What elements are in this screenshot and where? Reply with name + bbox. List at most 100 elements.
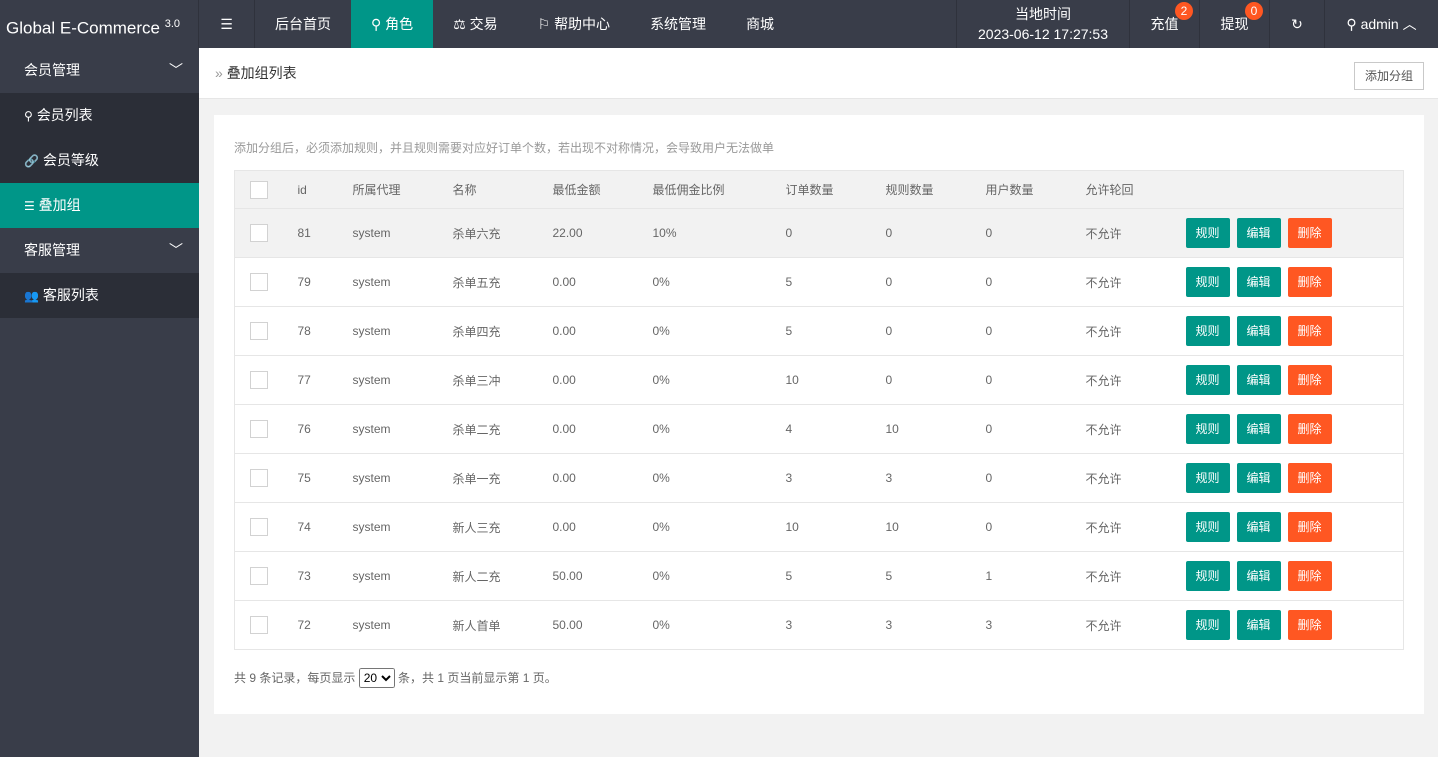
edit-button[interactable]: 编辑 bbox=[1236, 610, 1281, 640]
users-icon: 👥 bbox=[24, 289, 39, 303]
cell: 0% bbox=[652, 453, 786, 503]
cell: 不允许 bbox=[1085, 404, 1186, 454]
row-checkbox[interactable] bbox=[250, 469, 268, 487]
cell: 0.00 bbox=[552, 404, 653, 454]
row-checkbox[interactable] bbox=[250, 420, 268, 438]
list-icon: ☰ bbox=[24, 199, 35, 213]
row-checkbox[interactable] bbox=[250, 518, 268, 536]
rules-button[interactable]: 规则 bbox=[1185, 414, 1230, 444]
column-header: 所属代理 bbox=[352, 170, 453, 209]
cell: 77 bbox=[297, 355, 353, 405]
cell: 不允许 bbox=[1085, 306, 1186, 356]
cell: 75 bbox=[297, 453, 353, 503]
cell: 5 bbox=[785, 551, 886, 601]
cell: 不允许 bbox=[1085, 600, 1186, 650]
menu-toggle-icon[interactable]: ☰ bbox=[199, 0, 255, 48]
delete-button[interactable]: 删除 bbox=[1287, 267, 1332, 297]
column-header: 名称 bbox=[452, 170, 553, 209]
sidebar-item-0-1[interactable]: 🔗 会员等级 bbox=[24, 152, 99, 168]
sidebar-item-0-0[interactable]: ⚲ 会员列表 bbox=[24, 107, 93, 123]
cell: 81 bbox=[297, 208, 353, 258]
withdraw-button[interactable]: 提现 0 bbox=[1199, 0, 1269, 48]
table-row: 77 system 杀单三冲 0.00 0% 10 0 0 不允许 规则 编辑 删除 bbox=[234, 355, 1404, 405]
column-header: 允许轮回 bbox=[1085, 170, 1186, 209]
column-header: 最低佣金比例 bbox=[652, 170, 786, 209]
local-time: 当地时间 2023-06-12 17:27:53 bbox=[956, 0, 1129, 48]
delete-button[interactable]: 删除 bbox=[1287, 414, 1332, 444]
select-all-checkbox[interactable] bbox=[250, 180, 268, 199]
cell: 杀单六充 bbox=[452, 208, 553, 258]
cell: system bbox=[352, 404, 453, 454]
nav-item-2[interactable]: ⚖ 交易 bbox=[453, 16, 498, 32]
nav-item-1[interactable]: ⚲ 角色 bbox=[351, 0, 434, 48]
user-menu[interactable]: ⚲ admin ︿ bbox=[1324, 0, 1438, 48]
rules-button[interactable]: 规则 bbox=[1185, 463, 1230, 493]
rules-button[interactable]: 规则 bbox=[1185, 218, 1230, 248]
cell: 0 bbox=[985, 306, 1086, 356]
cell: 0% bbox=[652, 355, 786, 405]
delete-button[interactable]: 删除 bbox=[1287, 316, 1332, 346]
sidebar-group-0[interactable]: 会员管理 ﹀ bbox=[0, 48, 199, 93]
cell: 10 bbox=[785, 502, 886, 552]
cell: 0% bbox=[652, 600, 786, 650]
cell: 不允许 bbox=[1085, 551, 1186, 601]
refresh-icon[interactable]: ↻ bbox=[1269, 0, 1324, 48]
cell: system bbox=[352, 551, 453, 601]
row-checkbox[interactable] bbox=[250, 616, 268, 634]
delete-button[interactable]: 删除 bbox=[1287, 610, 1332, 640]
add-group-button[interactable]: 添加分组 bbox=[1353, 62, 1424, 90]
edit-button[interactable]: 编辑 bbox=[1236, 414, 1281, 444]
column-header: 规则数量 bbox=[885, 170, 986, 209]
rules-button[interactable]: 规则 bbox=[1185, 316, 1230, 346]
cell: 杀单二充 bbox=[452, 404, 553, 454]
column-header: 最低金额 bbox=[552, 170, 653, 209]
cell: system bbox=[352, 502, 453, 552]
edit-button[interactable]: 编辑 bbox=[1236, 512, 1281, 542]
page-size-select[interactable]: 20 bbox=[358, 668, 395, 688]
sidebar-item-1-0[interactable]: 👥 客服列表 bbox=[24, 287, 99, 303]
delete-button[interactable]: 删除 bbox=[1287, 218, 1332, 248]
top-header: Global E-Commerce 3.0 ☰ 后台首页 ⚲ 角色 ⚖ 交易 ⚐ 帮助… bbox=[0, 0, 1438, 48]
nav-item-3[interactable]: ⚐ 帮助中心 bbox=[537, 16, 611, 32]
delete-button[interactable]: 删除 bbox=[1287, 561, 1332, 591]
cell: 79 bbox=[297, 257, 353, 307]
cell: 5 bbox=[785, 306, 886, 356]
user-icon: ⚲ bbox=[24, 109, 33, 123]
edit-button[interactable]: 编辑 bbox=[1236, 561, 1281, 591]
cell: 0 bbox=[985, 257, 1086, 307]
edit-button[interactable]: 编辑 bbox=[1236, 365, 1281, 395]
column-header: id bbox=[297, 170, 353, 209]
recharge-button[interactable]: 充值 2 bbox=[1129, 0, 1199, 48]
cell: 0 bbox=[985, 208, 1086, 258]
cell: system bbox=[352, 453, 453, 503]
sidebar-group-1[interactable]: 客服管理 ﹀ bbox=[0, 228, 199, 273]
edit-button[interactable]: 编辑 bbox=[1236, 218, 1281, 248]
rules-button[interactable]: 规则 bbox=[1185, 365, 1230, 395]
row-checkbox[interactable] bbox=[250, 567, 268, 585]
edit-button[interactable]: 编辑 bbox=[1236, 316, 1281, 346]
cell: 不允许 bbox=[1085, 502, 1186, 552]
cell: 3 bbox=[885, 600, 986, 650]
scale-icon: ⚖ bbox=[453, 16, 470, 32]
rules-button[interactable]: 规则 bbox=[1185, 610, 1230, 640]
row-checkbox[interactable] bbox=[250, 224, 268, 242]
cell: 不允许 bbox=[1085, 355, 1186, 405]
sidebar-item-0-2[interactable]: ☰ 叠加组 bbox=[0, 183, 199, 228]
edit-button[interactable]: 编辑 bbox=[1236, 463, 1281, 493]
row-checkbox[interactable] bbox=[250, 371, 268, 389]
cell: 5 bbox=[885, 551, 986, 601]
row-checkbox[interactable] bbox=[250, 322, 268, 340]
cell: 0 bbox=[885, 208, 986, 258]
rules-button[interactable]: 规则 bbox=[1185, 512, 1230, 542]
user-icon: ⚲ bbox=[371, 16, 386, 32]
delete-button[interactable]: 删除 bbox=[1287, 512, 1332, 542]
rules-button[interactable]: 规则 bbox=[1185, 561, 1230, 591]
nav-item-4[interactable]: 系统管理 bbox=[650, 16, 707, 32]
edit-button[interactable]: 编辑 bbox=[1236, 267, 1281, 297]
rules-button[interactable]: 规则 bbox=[1185, 267, 1230, 297]
row-checkbox[interactable] bbox=[250, 273, 268, 291]
nav-item-0[interactable]: 后台首页 bbox=[275, 16, 331, 32]
nav-item-5[interactable]: 商城 bbox=[746, 16, 775, 32]
delete-button[interactable]: 删除 bbox=[1287, 463, 1332, 493]
delete-button[interactable]: 删除 bbox=[1287, 365, 1332, 395]
